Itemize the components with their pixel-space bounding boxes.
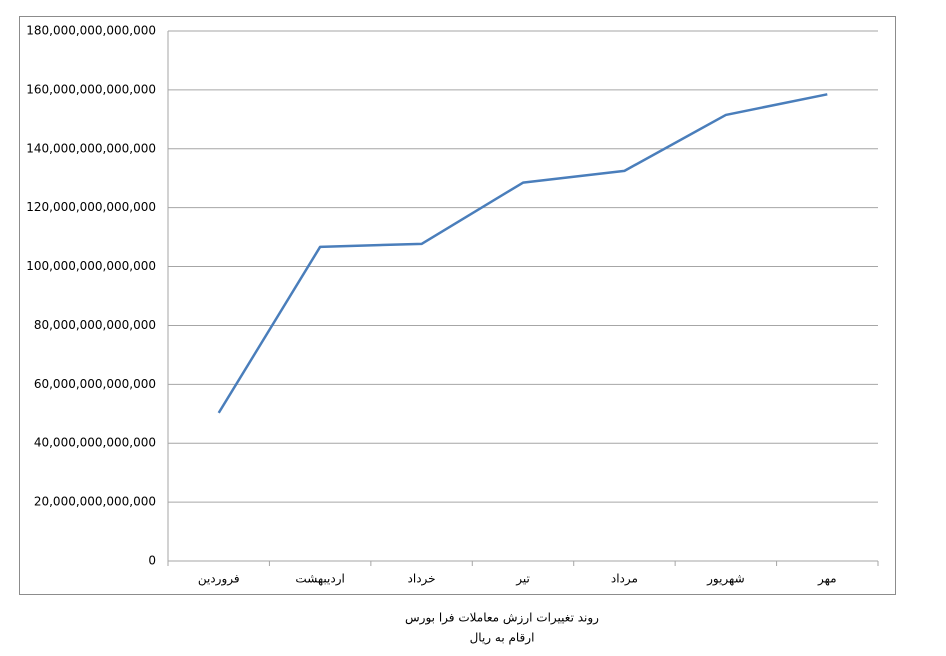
y-tick-label: 60,000,000,000,000 xyxy=(34,377,156,391)
x-tick-label: مهر xyxy=(817,572,837,587)
y-tick-label: 160,000,000,000,000 xyxy=(26,82,156,96)
y-tick-label: 80,000,000,000,000 xyxy=(34,318,156,332)
y-tick-label: 0 xyxy=(148,554,156,568)
y-tick-label: 20,000,000,000,000 xyxy=(34,495,156,509)
x-tick-label: شهریور xyxy=(706,572,745,587)
x-tick-label: خرداد xyxy=(408,572,436,587)
chart-title: روند تغییرات ارزش معاملات فرا بورس xyxy=(405,611,599,626)
y-tick-label: 180,000,000,000,000 xyxy=(26,24,156,38)
y-tick-label: 40,000,000,000,000 xyxy=(34,436,156,450)
data-line xyxy=(217,93,828,414)
x-tick-label: اردیبهشت xyxy=(295,572,344,587)
x-tick-label: تیر xyxy=(515,572,530,587)
y-tick-label: 120,000,000,000,000 xyxy=(26,200,156,214)
x-tick-label: فروردین xyxy=(198,572,240,587)
y-tick-label: 140,000,000,000,000 xyxy=(26,141,156,155)
chart-subtitle: ارقام به ریال xyxy=(470,631,535,646)
chart-border xyxy=(19,16,896,595)
y-tick-label: 100,000,000,000,000 xyxy=(26,259,156,273)
x-tick-label: مرداد xyxy=(611,572,638,587)
